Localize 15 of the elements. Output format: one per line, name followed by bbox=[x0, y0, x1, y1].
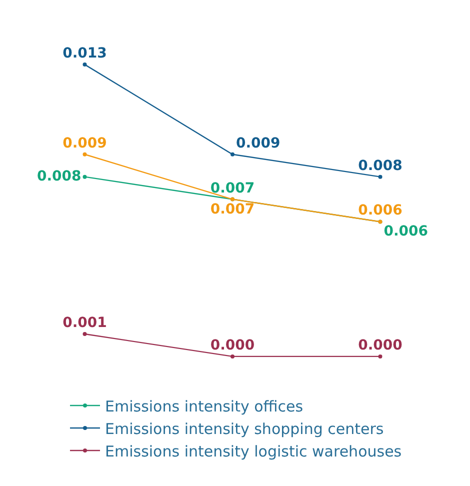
data-label: 0.008 bbox=[358, 158, 402, 174]
data-label: 0.006 bbox=[358, 202, 402, 219]
data-label: 0.007 bbox=[210, 201, 255, 218]
legend-label: Emissions intensity shopping centers bbox=[105, 420, 384, 438]
data-label: 0.006 bbox=[384, 224, 428, 240]
data-label: 0.000 bbox=[210, 337, 255, 354]
data-label: 0.001 bbox=[62, 315, 107, 331]
legend-label: Emissions intensity logistic warehouses bbox=[105, 442, 402, 460]
legend-label: Emissions intensity offices bbox=[105, 397, 304, 416]
data-label: 0.007 bbox=[210, 180, 255, 196]
data-label: 0.000 bbox=[358, 337, 403, 354]
data-label: 0.013 bbox=[62, 46, 107, 62]
data-label: 0.009 bbox=[62, 135, 107, 152]
data-label: 0.009 bbox=[236, 135, 280, 152]
data-label: 0.008 bbox=[36, 168, 82, 184]
